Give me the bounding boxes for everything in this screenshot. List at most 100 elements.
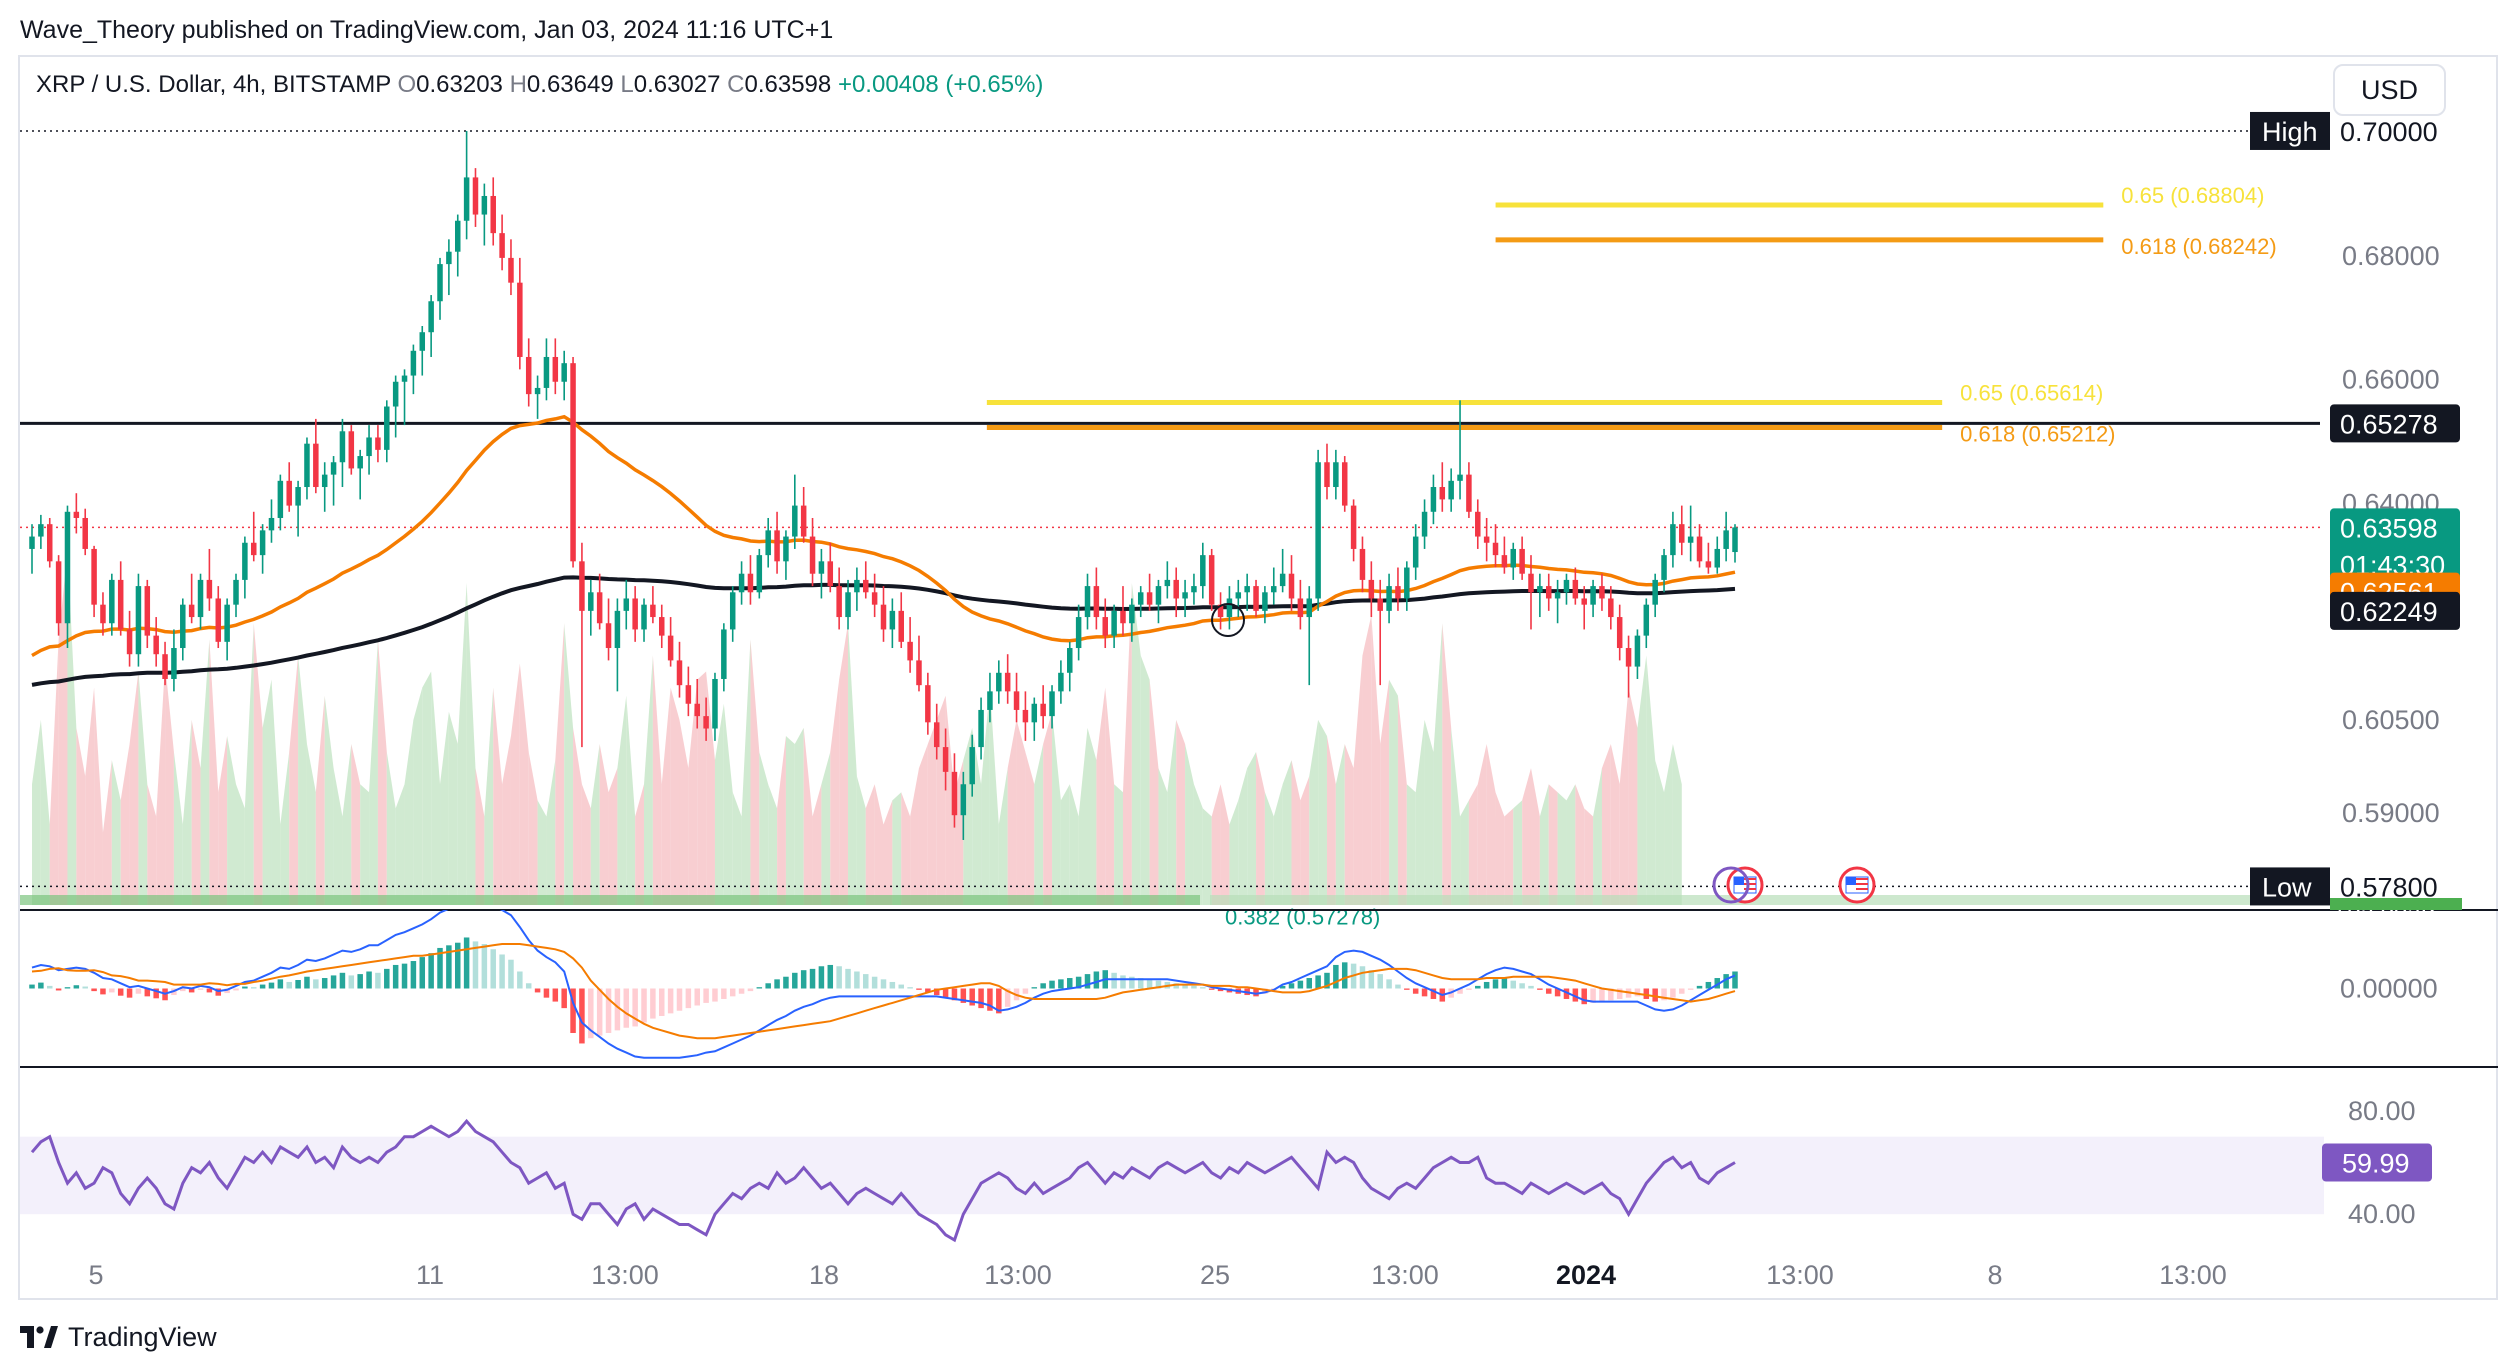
volume-area xyxy=(138,671,148,905)
macd-histogram-bar xyxy=(206,988,213,993)
candle-body xyxy=(1501,555,1508,568)
time-axis-tick-label: 2024 xyxy=(1556,1260,1616,1290)
candle-body xyxy=(641,604,647,630)
volume-area xyxy=(1318,719,1327,905)
volume-area xyxy=(262,679,272,905)
candle-body xyxy=(1687,536,1694,543)
volume-area xyxy=(1078,727,1088,905)
macd-histogram-bar xyxy=(490,949,496,989)
us-flag-icon xyxy=(1734,877,1744,885)
macd-histogram-bar xyxy=(100,988,106,995)
volume-area xyxy=(1114,784,1123,905)
macd-histogram-bar xyxy=(1004,988,1011,1007)
macd-histogram-bar xyxy=(765,983,771,989)
volume-area xyxy=(85,687,95,905)
volume-area xyxy=(1273,784,1283,905)
candle-body xyxy=(552,356,559,382)
volume-area xyxy=(200,639,210,905)
macd-histogram-bar xyxy=(774,979,780,989)
macd-histogram-bar xyxy=(1341,962,1348,989)
candle-body xyxy=(348,431,355,469)
macd-histogram-bar xyxy=(1324,972,1330,989)
macd-histogram-bar xyxy=(1306,978,1312,989)
price-badge-value: 0.65278 xyxy=(2340,409,2438,439)
close-value: 0.63598 xyxy=(744,71,832,98)
volume-area xyxy=(1158,768,1168,905)
candle-body xyxy=(729,592,736,630)
volume-area xyxy=(1291,760,1301,905)
change-value: +0.00408 (+0.65%) xyxy=(837,71,1044,98)
volume-area xyxy=(1610,744,1620,905)
candle-body xyxy=(171,648,177,679)
volume-area xyxy=(901,792,911,905)
open-label: O xyxy=(397,71,417,98)
candle-body xyxy=(588,592,594,611)
volume-area xyxy=(120,744,130,905)
candle-body xyxy=(1537,586,1543,593)
volume-area xyxy=(927,719,937,905)
fib-level-label: 0.65 (0.65614) xyxy=(1960,381,2103,406)
candle-body xyxy=(1634,635,1641,667)
candle-body xyxy=(1315,462,1321,599)
macd-histogram-bar xyxy=(1297,980,1304,989)
macd-histogram-bar xyxy=(667,988,674,1014)
tradingview-logo-icon xyxy=(20,1325,58,1348)
currency-button[interactable]: USD xyxy=(2333,64,2446,116)
candle-body xyxy=(375,437,381,450)
volume-area xyxy=(1229,800,1239,905)
candle-body xyxy=(499,233,505,258)
volume-area xyxy=(1442,623,1452,905)
macd-histogram-bar xyxy=(676,988,683,1011)
candle-body xyxy=(774,530,780,562)
macd-histogram-bar xyxy=(783,976,789,989)
price-badge-tag-bg xyxy=(2250,867,2330,906)
candle-body xyxy=(1723,530,1729,549)
candle-body xyxy=(907,641,913,661)
macd-histogram-bar xyxy=(588,988,594,1039)
volume-area xyxy=(1131,583,1141,905)
macd-histogram-bar xyxy=(304,976,310,989)
candle-body xyxy=(863,579,869,593)
candle-body xyxy=(1670,524,1676,556)
candle-body xyxy=(357,456,363,469)
macd-histogram-bar xyxy=(800,970,807,989)
candle-body xyxy=(933,722,940,748)
volume-area xyxy=(528,752,538,905)
volume-area xyxy=(573,727,582,905)
macd-histogram-bar xyxy=(1661,988,1667,1001)
macd-histogram-bar xyxy=(552,988,559,1002)
volume-area xyxy=(457,583,467,905)
candle-body xyxy=(1333,462,1339,488)
candle-body xyxy=(1483,536,1490,543)
candle-body xyxy=(91,548,97,605)
candle-body xyxy=(295,487,301,506)
candle-body xyxy=(508,257,514,283)
tradingview-logo[interactable]: TradingView xyxy=(20,1322,217,1353)
volume-area xyxy=(49,639,59,905)
volume-area xyxy=(590,744,600,905)
volume-area xyxy=(1193,784,1203,905)
volume-area xyxy=(253,623,263,905)
volume-area xyxy=(794,727,804,905)
candle-body xyxy=(942,747,949,772)
volume-area xyxy=(484,687,494,905)
macd-pane xyxy=(29,910,1738,1059)
macd-histogram-bar xyxy=(73,985,80,989)
volume-area xyxy=(156,663,166,905)
candle-body xyxy=(268,517,275,531)
volume-area xyxy=(129,671,139,905)
candle-body xyxy=(384,406,390,450)
macd-histogram-bar xyxy=(1696,985,1703,989)
macd-histogram-bar xyxy=(641,988,647,1023)
macd-histogram-bar xyxy=(1581,988,1587,1005)
volume-area xyxy=(244,623,254,905)
crossover-marker xyxy=(1211,603,1245,637)
symbol-name[interactable]: XRP / U.S. Dollar, 4h, BITSTAMP xyxy=(36,71,391,98)
candle-body xyxy=(1013,691,1020,710)
candle-body xyxy=(517,282,523,357)
candle-body xyxy=(472,177,479,215)
candle-body xyxy=(916,660,922,686)
volume-area xyxy=(1406,784,1416,905)
candle-body xyxy=(561,363,567,382)
